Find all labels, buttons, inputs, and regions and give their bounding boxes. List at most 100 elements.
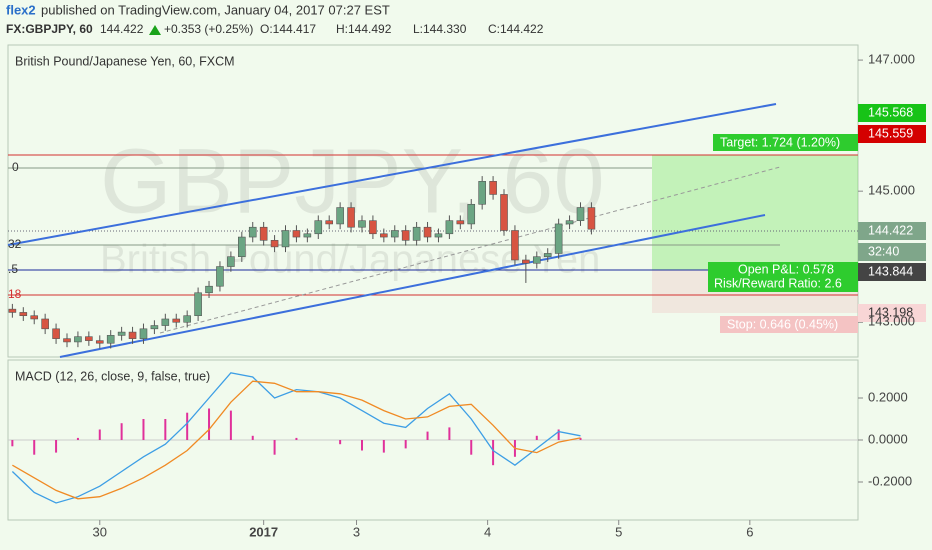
chart-title: British Pound/Japanese Yen, 60, FXCM — [15, 54, 235, 68]
open: O:144.417 — [260, 22, 316, 36]
candle-body — [489, 181, 497, 195]
fib-label: 0 — [12, 160, 19, 174]
candle-body — [161, 318, 170, 326]
candle-body — [423, 226, 432, 238]
y-tick-label: -0.2000 — [868, 473, 912, 488]
price-label-bg — [858, 304, 926, 322]
candle-body — [369, 220, 377, 235]
channel-lower — [59, 214, 766, 358]
price-pane — [7, 44, 859, 358]
candle-body — [500, 194, 508, 231]
candle-body — [248, 226, 257, 238]
last: 144.422 — [100, 22, 144, 36]
x-tick-label: 2017 — [249, 524, 278, 539]
candle-body — [30, 315, 39, 320]
candle-body — [106, 335, 115, 344]
candle-body — [576, 207, 585, 221]
x-tick-label: 30 — [93, 524, 107, 539]
candle-body — [467, 203, 476, 225]
price-label: 144.422 — [868, 223, 913, 237]
candle-body — [227, 256, 235, 267]
candle-body — [456, 220, 465, 225]
stop-box — [720, 316, 858, 333]
risk-reward: Risk/Reward Ratio: 2.6 — [714, 276, 842, 290]
watermark-subtitle: British Pound/Japanese Yen — [100, 238, 600, 282]
candle-body — [478, 181, 486, 205]
macd-line — [11, 372, 581, 504]
candle-body — [41, 318, 49, 330]
candle-body — [19, 312, 28, 317]
candle-body — [522, 259, 530, 264]
candle-body — [401, 230, 410, 241]
y-tick-label: 143.000 — [868, 314, 915, 329]
price-label: 145.559 — [868, 126, 913, 140]
price-label: 143.844 — [868, 264, 913, 278]
up-arrow — [149, 25, 161, 35]
candle-body — [511, 230, 519, 261]
target-box — [713, 134, 858, 151]
published: published on TradingView.com, January 04… — [41, 2, 390, 17]
candle-body — [380, 233, 388, 238]
candle-body — [587, 207, 596, 230]
candle-body — [325, 220, 334, 225]
candle-body — [128, 331, 137, 339]
candle-body — [445, 220, 454, 235]
price-label: 145.568 — [868, 105, 913, 119]
pl-box — [708, 262, 858, 292]
candle-body — [216, 266, 224, 287]
candle-body — [336, 207, 344, 225]
candle-body — [139, 328, 148, 339]
candle-body — [238, 236, 246, 258]
candle-body — [172, 318, 181, 323]
x-tick-label: 4 — [484, 524, 491, 539]
price-label-bg — [858, 104, 926, 122]
candle-body — [303, 233, 312, 238]
candle-body — [281, 230, 290, 248]
target-text: Target: 1.724 (1.20%) — [720, 135, 840, 149]
candle-body — [205, 285, 213, 294]
price-label-bg — [858, 243, 926, 261]
candle-body — [150, 325, 159, 330]
price-label: 143.198 — [868, 305, 913, 319]
price-label-bg — [858, 222, 926, 240]
price-label-bg — [858, 263, 926, 281]
candle-body — [85, 336, 93, 341]
candle-body — [8, 308, 17, 313]
candle-body — [270, 240, 279, 248]
candle-body — [74, 336, 82, 343]
high: H:144.492 — [336, 22, 392, 36]
low: L:144.330 — [413, 22, 467, 36]
open-pl: Open P&L: 0.578 — [738, 262, 834, 276]
candle-body — [183, 315, 191, 323]
candle-body — [347, 207, 355, 228]
author: flex2 — [6, 2, 36, 17]
candle-body — [95, 340, 104, 344]
countdown: 32:40 — [868, 244, 899, 258]
x-tick-label: 5 — [615, 524, 622, 539]
macd-title: MACD (12, 26, close, 9, false, true) — [15, 369, 210, 383]
stop-text: Stop: 0.646 (0.45%) — [727, 317, 838, 331]
signal-line — [12, 380, 581, 500]
candle-body — [314, 220, 323, 235]
candle-body — [390, 230, 399, 238]
fib-label: 18 — [8, 287, 22, 301]
fib-label: 32 — [8, 237, 22, 251]
candle-body — [52, 328, 60, 339]
candle-body — [554, 223, 563, 254]
candle-body — [63, 338, 71, 343]
candle-body — [292, 230, 301, 238]
fib-label: .5 — [8, 262, 18, 276]
x-tick-label: 3 — [353, 524, 360, 539]
y-tick-label: 0.0000 — [868, 431, 908, 446]
candle-body — [532, 256, 541, 264]
candle-body — [117, 331, 126, 336]
y-tick-label: 0.2000 — [868, 389, 908, 404]
close: C:144.422 — [488, 22, 544, 36]
marks — [8, 59, 863, 525]
symbol: FX:GBPJPY, 60 — [6, 22, 93, 36]
candle-body — [194, 292, 202, 317]
candle-body — [565, 220, 574, 225]
candle-body — [358, 220, 366, 228]
candle-body — [259, 226, 268, 241]
